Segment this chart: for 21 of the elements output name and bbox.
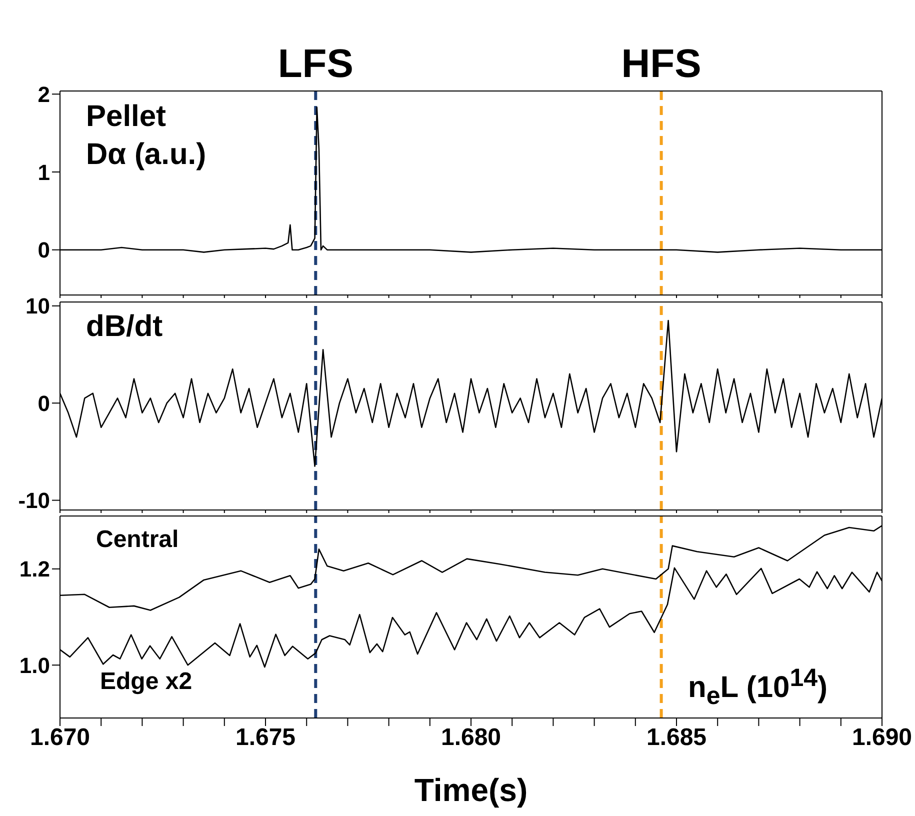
series-label: Edge x2	[100, 668, 192, 696]
y-tick-label: 1	[38, 160, 50, 185]
y-tick-label: 1.0	[19, 652, 50, 678]
x-tick-label: 1.690	[852, 724, 912, 752]
x-tick-label: 1.670	[30, 724, 90, 752]
y-tick-label: 1.2	[19, 556, 50, 582]
ref-line-label: HFS	[621, 42, 702, 86]
x-tick-label: 1.685	[646, 724, 707, 752]
ref-line-label: LFS	[278, 42, 354, 86]
y-axis-title: dB/dt	[86, 309, 163, 345]
x-tick-label: 1.680	[440, 724, 502, 752]
y-tick-label: 2	[38, 82, 50, 107]
y-tick-label: 10	[26, 294, 50, 319]
y-tick-label: -10	[18, 488, 50, 514]
series-label: Central	[96, 526, 179, 554]
y-tick-label: 0	[38, 238, 50, 263]
x-tick-label: 1.675	[235, 724, 296, 752]
x-axis-title: Time(s)	[414, 772, 528, 808]
y-axis-title: n$_{e}$L (10$^{14}$)	[688, 663, 828, 712]
y-tick-label: 0	[38, 390, 50, 416]
y-axis-title: Pellet Dα (a.u.)	[86, 99, 206, 172]
